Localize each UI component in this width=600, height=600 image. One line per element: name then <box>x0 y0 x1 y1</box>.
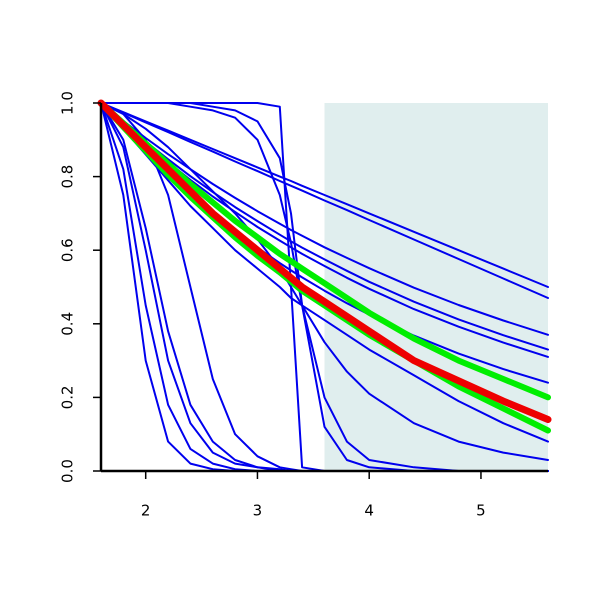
y-tick-label: 1.0 <box>59 91 77 115</box>
series-line <box>100 102 549 336</box>
y-tick-label: 0.2 <box>59 385 77 409</box>
x-tick-label: 3 <box>253 502 263 520</box>
x-tick-label: 2 <box>141 502 151 520</box>
y-tick-label: 0.8 <box>59 165 77 189</box>
series-line <box>100 102 549 472</box>
y-tick-label: 0.0 <box>59 459 77 483</box>
series-line <box>98 100 551 401</box>
y-tick-label: 0.6 <box>59 238 77 262</box>
y-tick-label: 0.4 <box>59 312 77 336</box>
x-tick-label: 4 <box>364 502 374 520</box>
x-tick-label: 5 <box>476 502 486 520</box>
series-line <box>97 99 552 423</box>
series-line <box>100 102 549 299</box>
series-line <box>100 102 549 443</box>
series-line <box>100 102 549 288</box>
